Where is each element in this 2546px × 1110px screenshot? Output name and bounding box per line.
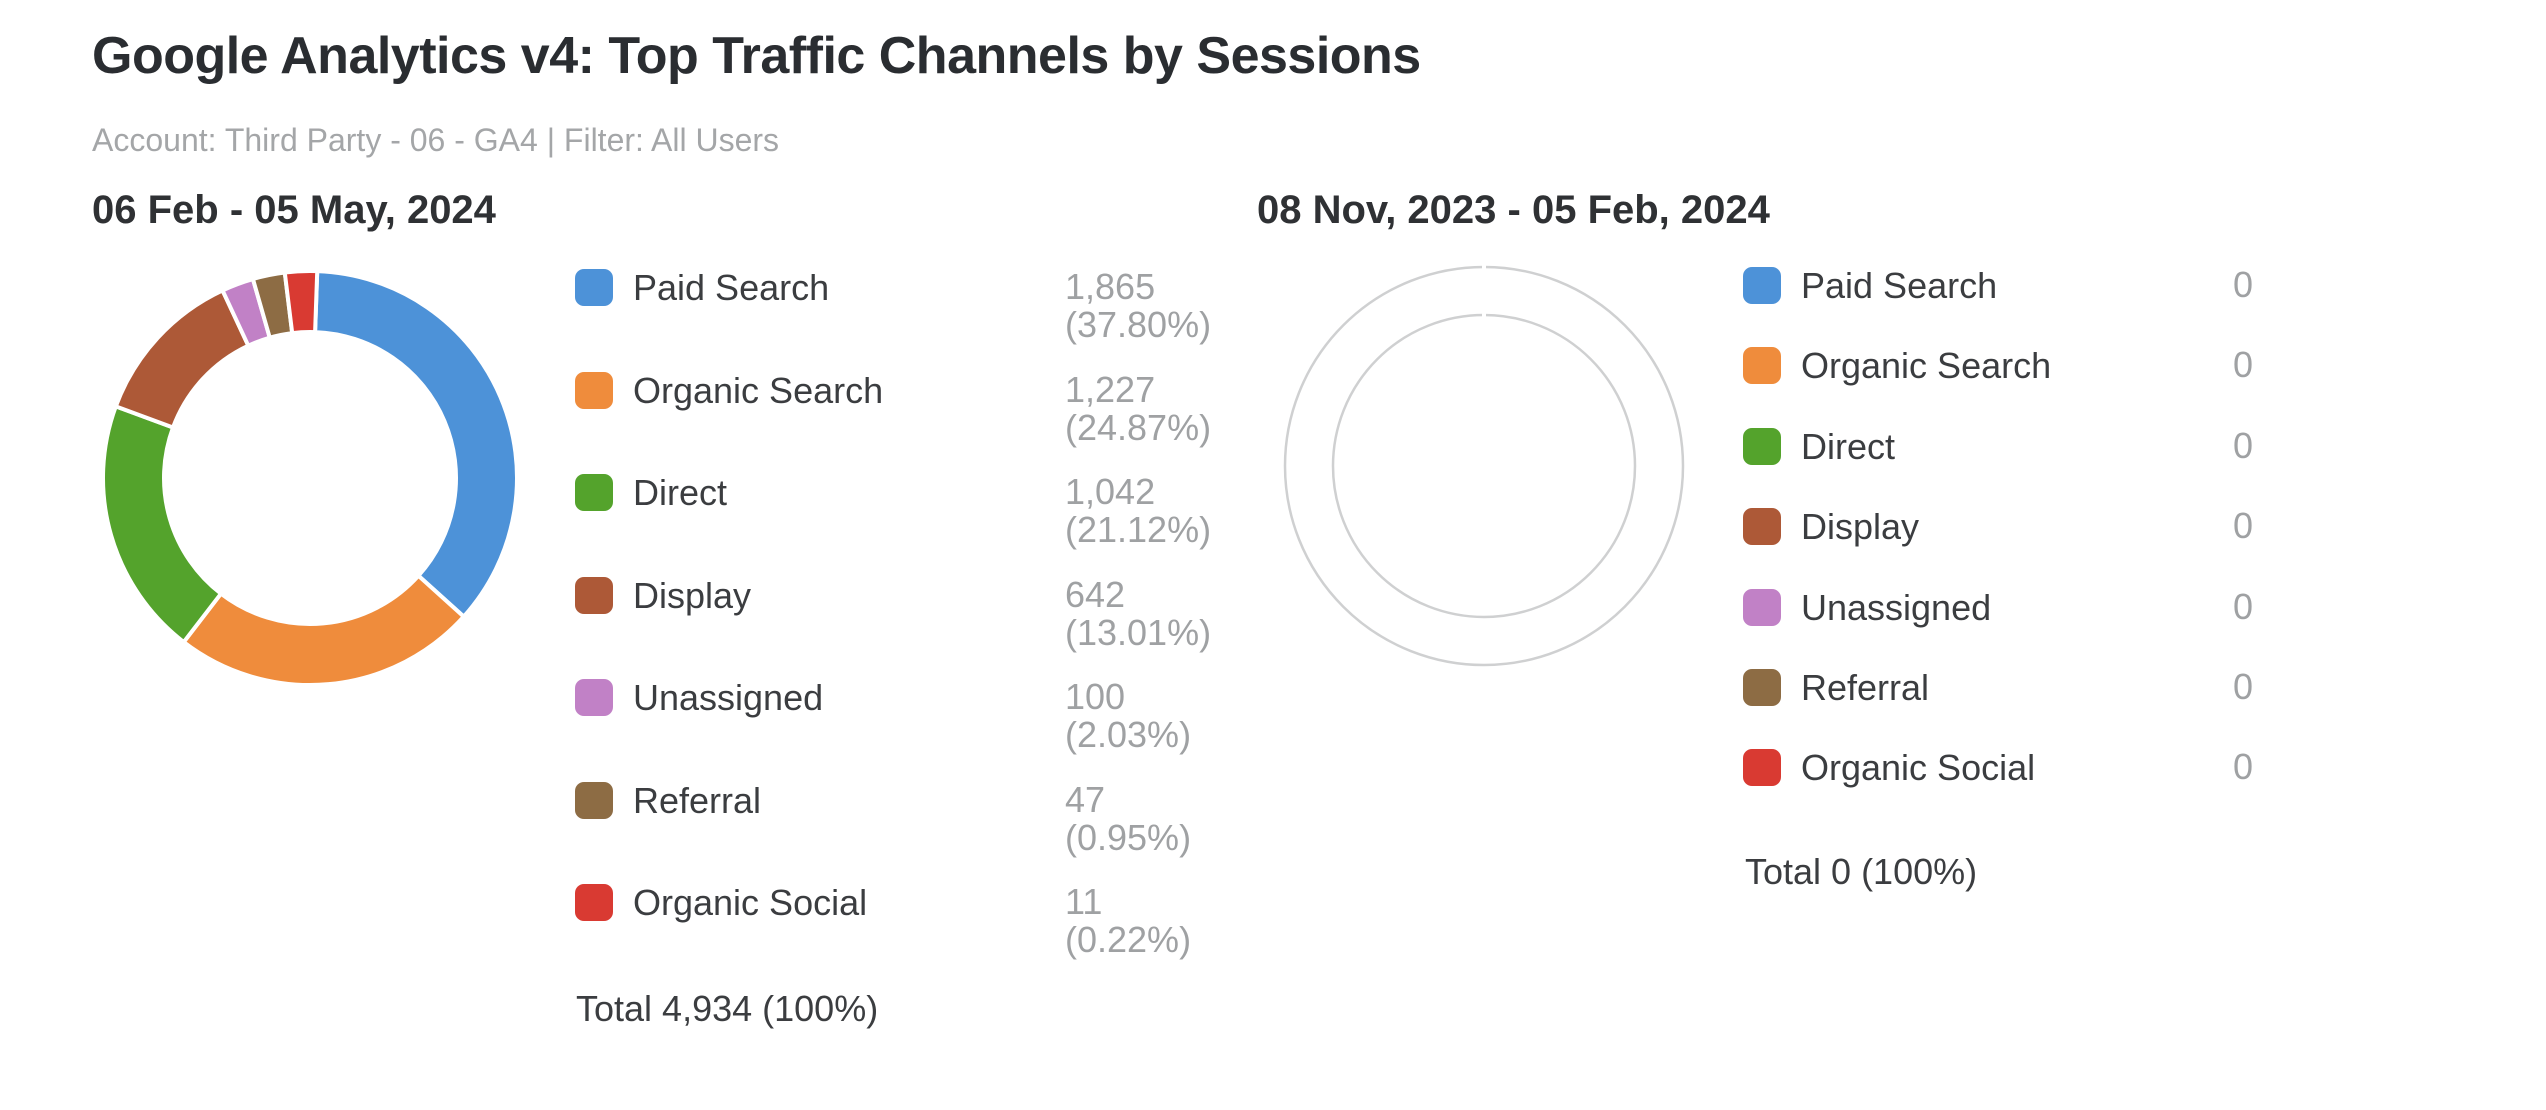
legend-value: 1,042 (21.12%) (1065, 471, 1212, 550)
legend-label: Referral (1801, 666, 1930, 708)
legend-color-swatch (1743, 347, 1781, 385)
donut-chart-comparison-period[interactable] (1282, 264, 1686, 668)
legend-item[interactable]: Unassigned 100 (2.03%) (575, 678, 1235, 781)
donut-slice-organic-social[interactable] (282, 269, 320, 336)
legend-label: Organic Search (1801, 345, 2052, 387)
legend-label: Paid Search (633, 267, 830, 308)
legend-label: Referral (633, 779, 762, 821)
legend-color-swatch (575, 884, 613, 921)
empty-donut-ring (1331, 313, 1637, 619)
legend-item[interactable]: Paid Search 0 (1743, 266, 2403, 346)
legend-value: 0 (2233, 746, 2254, 788)
legend-value: 1,227 (24.87%) (1065, 368, 1212, 448)
legend-item[interactable]: Direct 1,042 (21.12%) (575, 473, 1235, 576)
legend-value: 1,865 (37.80%) (1065, 266, 1212, 345)
legend-label: Display (1801, 506, 1920, 548)
legend-label: Unassigned (1801, 586, 1992, 628)
legend-label: Paid Search (1801, 265, 1998, 306)
legend-value: 11 (0.22%) (1065, 881, 1192, 960)
empty-donut-ring (1283, 265, 1685, 667)
legend-color-swatch (575, 781, 613, 819)
legend-item[interactable]: Display 0 (1743, 507, 2403, 587)
legend-item[interactable]: Referral 47 (0.95%) (575, 778, 1235, 884)
legend-value: 0 (2233, 505, 2254, 547)
legend-color-swatch (575, 371, 613, 409)
legend-color-swatch (1743, 267, 1781, 304)
legend-comparison-period: Paid Search 0 Organic Search 0 Direct 0 Displa… (1743, 266, 2403, 829)
donut-chart-current-period[interactable] (100, 268, 520, 688)
legend-color-swatch (1743, 508, 1781, 546)
legend-item[interactable]: Display 642 (13.01%) (575, 573, 1235, 679)
legend-item[interactable]: Organic Social 0 (1743, 748, 2403, 828)
legend-value: 100 (2.03%) (1065, 676, 1192, 755)
legend-item[interactable]: Organic Search 1,227 (24.87%) (575, 368, 1235, 474)
total-current-period: Total 4,934 (100%) (576, 988, 879, 1029)
legend-label: Direct (1801, 425, 1896, 467)
legend-label: Organic Social (633, 882, 868, 923)
legend-item[interactable]: Paid Search 1,865 (37.80%) (575, 268, 1235, 371)
donut-slice-organic-search[interactable] (181, 573, 466, 687)
legend-color-swatch (1743, 588, 1781, 626)
legend-value: 0 (2233, 344, 2254, 386)
legend-color-swatch (575, 269, 613, 306)
legend-color-swatch (575, 474, 613, 511)
report-account-filter-subtitle: Account: Third Party - 06 - GA4 | Filter… (92, 122, 780, 158)
legend-current-period: Paid Search 1,865 (37.80%) Organic Search 1,… (575, 268, 1235, 986)
legend-item[interactable]: Referral 0 (1743, 665, 2403, 748)
page-title: Google Analytics v4: Top Traffic Channel… (92, 27, 1421, 85)
legend-color-swatch (1743, 427, 1781, 465)
legend-label: Unassigned (633, 677, 824, 718)
legend-item[interactable]: Organic Social 11 (0.22%) (575, 883, 1235, 986)
legend-color-swatch (1743, 668, 1781, 706)
legend-value: 0 (2233, 585, 2254, 627)
donut-slice-direct[interactable] (101, 404, 223, 645)
donut-slice-display[interactable] (113, 288, 251, 430)
legend-label: Organic Social (1801, 747, 2036, 789)
donut-slice-paid-search[interactable] (313, 269, 519, 619)
legend-label: Direct (633, 472, 728, 513)
date-range-heading-current: 06 Feb - 05 May, 2024 (92, 188, 496, 232)
legend-item[interactable]: Unassigned 0 (1743, 585, 2403, 668)
legend-item[interactable]: Organic Search 0 (1743, 346, 2403, 426)
legend-value: 642 (13.01%) (1065, 573, 1212, 653)
legend-item[interactable]: Direct 0 (1743, 424, 2403, 507)
legend-value: 47 (0.95%) (1065, 778, 1192, 858)
legend-label: Organic Search (633, 369, 884, 411)
legend-value: 0 (2233, 424, 2254, 466)
legend-label: Display (633, 574, 752, 616)
total-comparison-period: Total 0 (100%) (1745, 851, 1978, 892)
legend-color-swatch (1743, 749, 1781, 787)
legend-color-swatch (575, 679, 613, 716)
date-range-heading-comparison: 08 Nov, 2023 - 05 Feb, 2024 (1257, 188, 1770, 232)
legend-value: 0 (2233, 264, 2254, 305)
legend-value: 0 (2233, 665, 2254, 707)
legend-color-swatch (575, 576, 613, 614)
